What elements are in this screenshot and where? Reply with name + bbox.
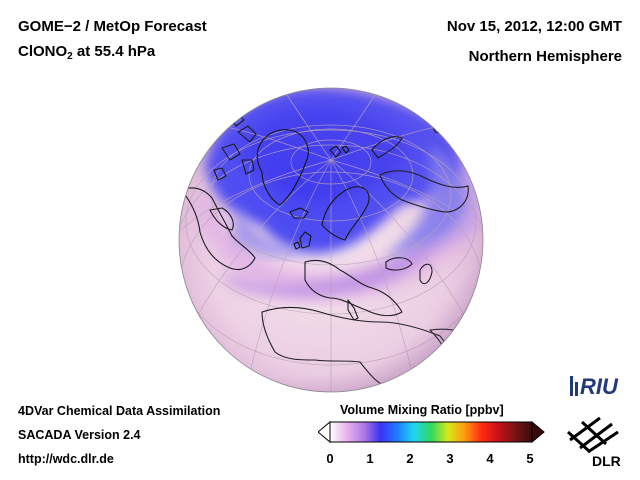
region-label: Northern Hemisphere <box>468 48 622 65</box>
colorbar-tick-label: 1 <box>366 451 374 466</box>
globe-shading <box>179 88 483 392</box>
dlr-logo: DLR <box>566 416 621 469</box>
colorbar-tick-label: 4 <box>486 451 494 466</box>
species-subscript: 2 <box>67 51 73 62</box>
colorbar-tick-label: 5 <box>526 451 534 466</box>
dlr-logo-text: DLR <box>592 453 621 469</box>
colorbar-ramp <box>329 421 533 443</box>
riu-logo: RIU <box>570 374 619 399</box>
colorbar <box>318 420 545 444</box>
globe-outline <box>178 87 484 393</box>
colorbar-tick-label: 3 <box>446 451 454 466</box>
species-label: ClONO2 at 55.4 hPa <box>18 43 155 62</box>
forecast-datetime: Nov 15, 2012, 12:00 GMT <box>446 18 622 35</box>
footer-url[interactable]: http://wdc.dlr.de <box>18 452 114 466</box>
alaska-coast <box>224 96 256 112</box>
colorbar-tick-label: 0 <box>326 451 334 466</box>
species-formula: ClONO <box>18 43 68 60</box>
dlr-logo-symbol <box>566 416 619 454</box>
riu-logo-tower-2 <box>575 382 578 396</box>
species-level: at 55.4 hPa <box>72 43 156 60</box>
colorbar-under-arrow <box>318 420 331 444</box>
colorbar-tick-label: 2 <box>406 451 414 466</box>
riu-logo-text: RIU <box>580 374 619 399</box>
product-title: GOME−2 / MetOp Forecast <box>18 18 207 35</box>
colorbar-title: Volume Mixing Ratio [ppbv] <box>340 403 504 417</box>
riu-logo-tower <box>570 376 573 396</box>
colorbar-over-arrow <box>531 420 545 444</box>
footer-version: SACADA Version 2.4 <box>18 428 141 442</box>
footer-method: 4DVar Chemical Data Assimilation <box>18 404 221 418</box>
